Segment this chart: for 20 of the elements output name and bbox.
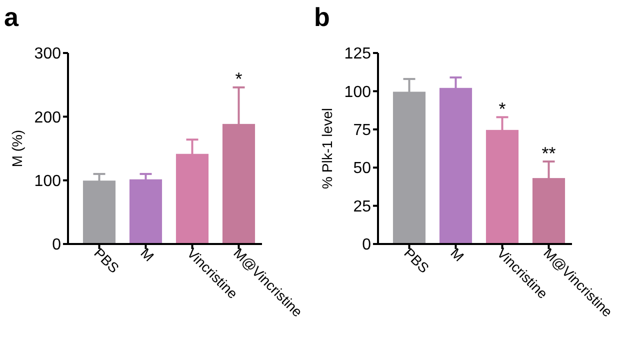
y-tick-label: 25 bbox=[353, 198, 372, 216]
y-tick-label: 100 bbox=[34, 172, 62, 190]
x-tick-label: M bbox=[138, 244, 158, 264]
y-tick-label: 75 bbox=[353, 122, 372, 139]
annotation: * bbox=[498, 98, 506, 119]
y-tick-label: 0 bbox=[52, 236, 62, 254]
y-tick-label: 125 bbox=[344, 46, 372, 63]
y-tick-label: 100 bbox=[344, 84, 372, 101]
y-axis-title: % Plk-1 level bbox=[319, 108, 335, 189]
annotation: * bbox=[235, 69, 242, 90]
y-axis-title: M (%) bbox=[9, 130, 25, 168]
y-tick-label: 50 bbox=[353, 160, 372, 178]
chart-title: b bbox=[314, 2, 330, 32]
bar bbox=[129, 179, 162, 245]
x-tick-label: M bbox=[448, 244, 468, 264]
y-tick-label: 200 bbox=[34, 109, 62, 126]
annotation: ** bbox=[542, 143, 556, 164]
y-tick-label: 300 bbox=[34, 46, 62, 63]
chart-title: a bbox=[4, 2, 19, 32]
y-tick-label: 0 bbox=[362, 236, 372, 254]
